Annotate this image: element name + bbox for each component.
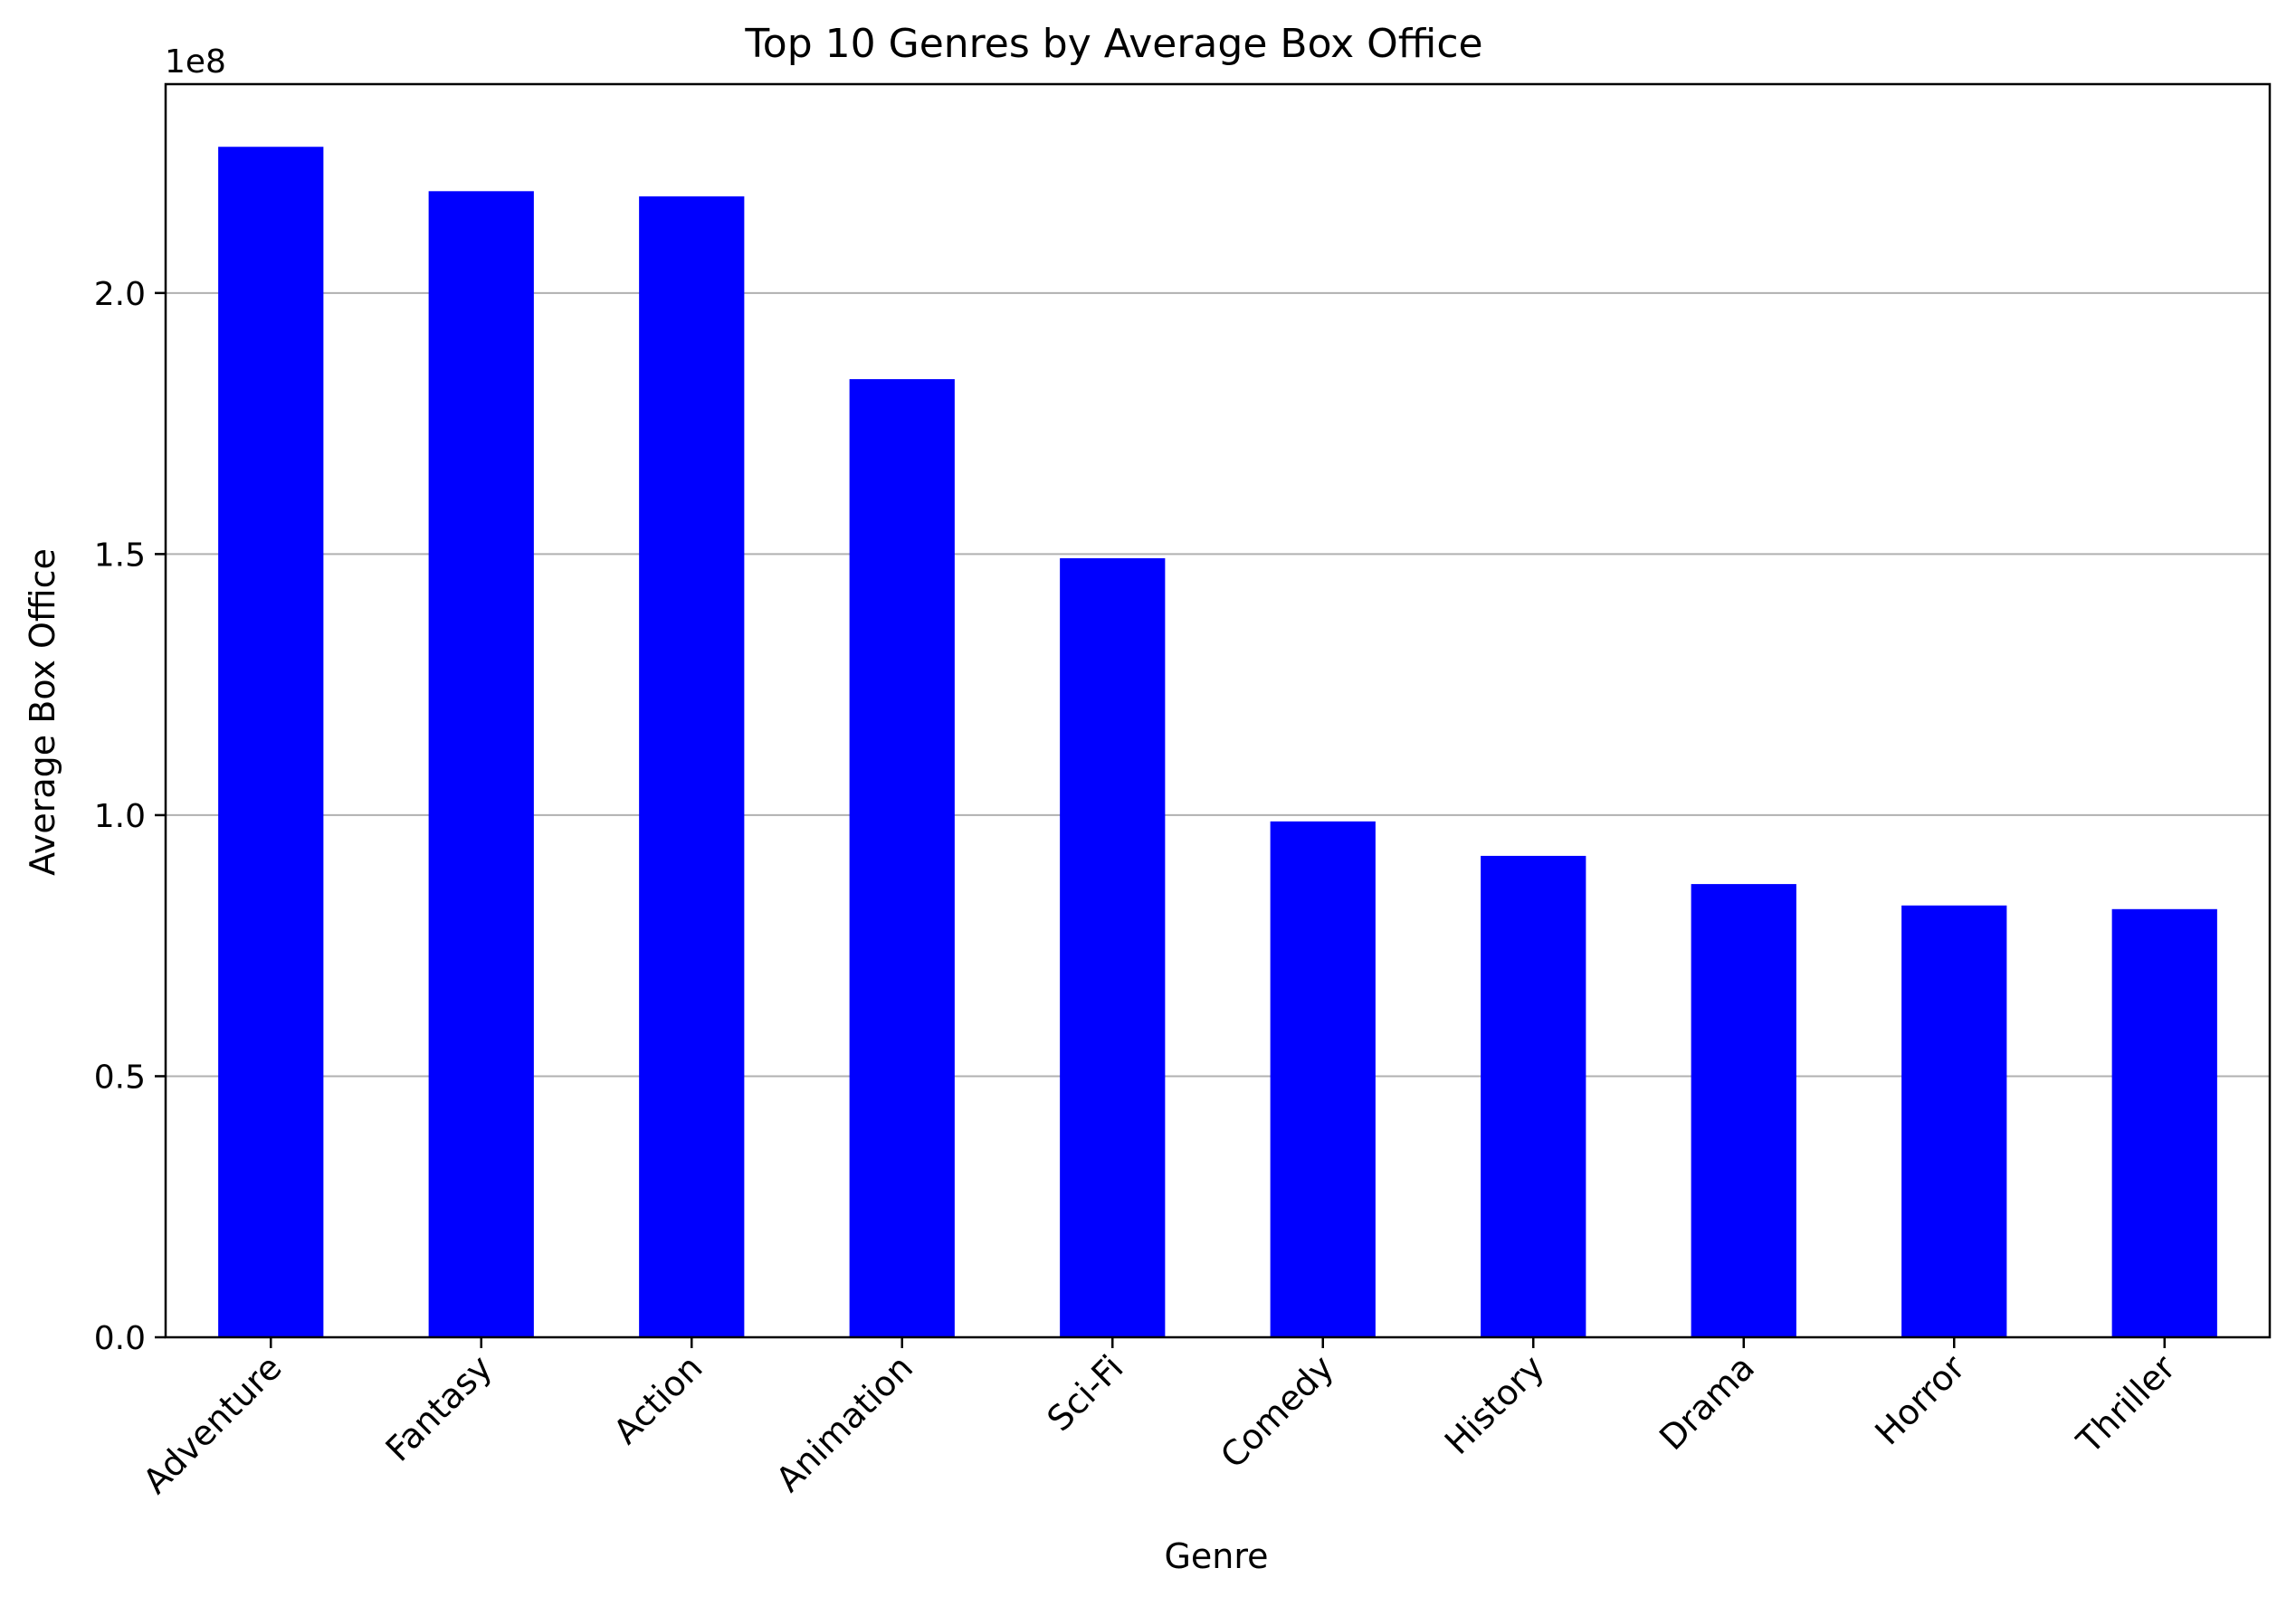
bar	[1060, 557, 1166, 1337]
x-axis-label: Genre	[1164, 1536, 1268, 1576]
y-tick-label: 0.0	[94, 1320, 146, 1357]
y-axis-label: Average Box Office	[23, 548, 62, 876]
y-tick-label: 2.0	[94, 276, 146, 313]
bar	[218, 147, 324, 1337]
bar	[639, 196, 745, 1338]
bar	[428, 191, 534, 1337]
y-tick-label: 1.0	[94, 798, 146, 835]
bars	[218, 147, 2217, 1338]
bar	[1270, 821, 1376, 1337]
y-ticks: 0.0 0.5 1.0 1.5 2.0	[94, 276, 166, 1357]
bar	[1481, 855, 1586, 1337]
bar	[849, 379, 955, 1337]
bar	[1691, 884, 1796, 1337]
bar	[1901, 905, 2007, 1337]
y-tick-label: 0.5	[94, 1059, 146, 1096]
plot-frame	[164, 82, 2272, 1339]
bar	[2111, 908, 2217, 1337]
y-tick-label: 1.5	[94, 537, 146, 574]
y-axis-offset-label: 1e8	[165, 43, 226, 81]
chart-title: Top 10 Genres by Average Box Office	[744, 21, 1482, 67]
